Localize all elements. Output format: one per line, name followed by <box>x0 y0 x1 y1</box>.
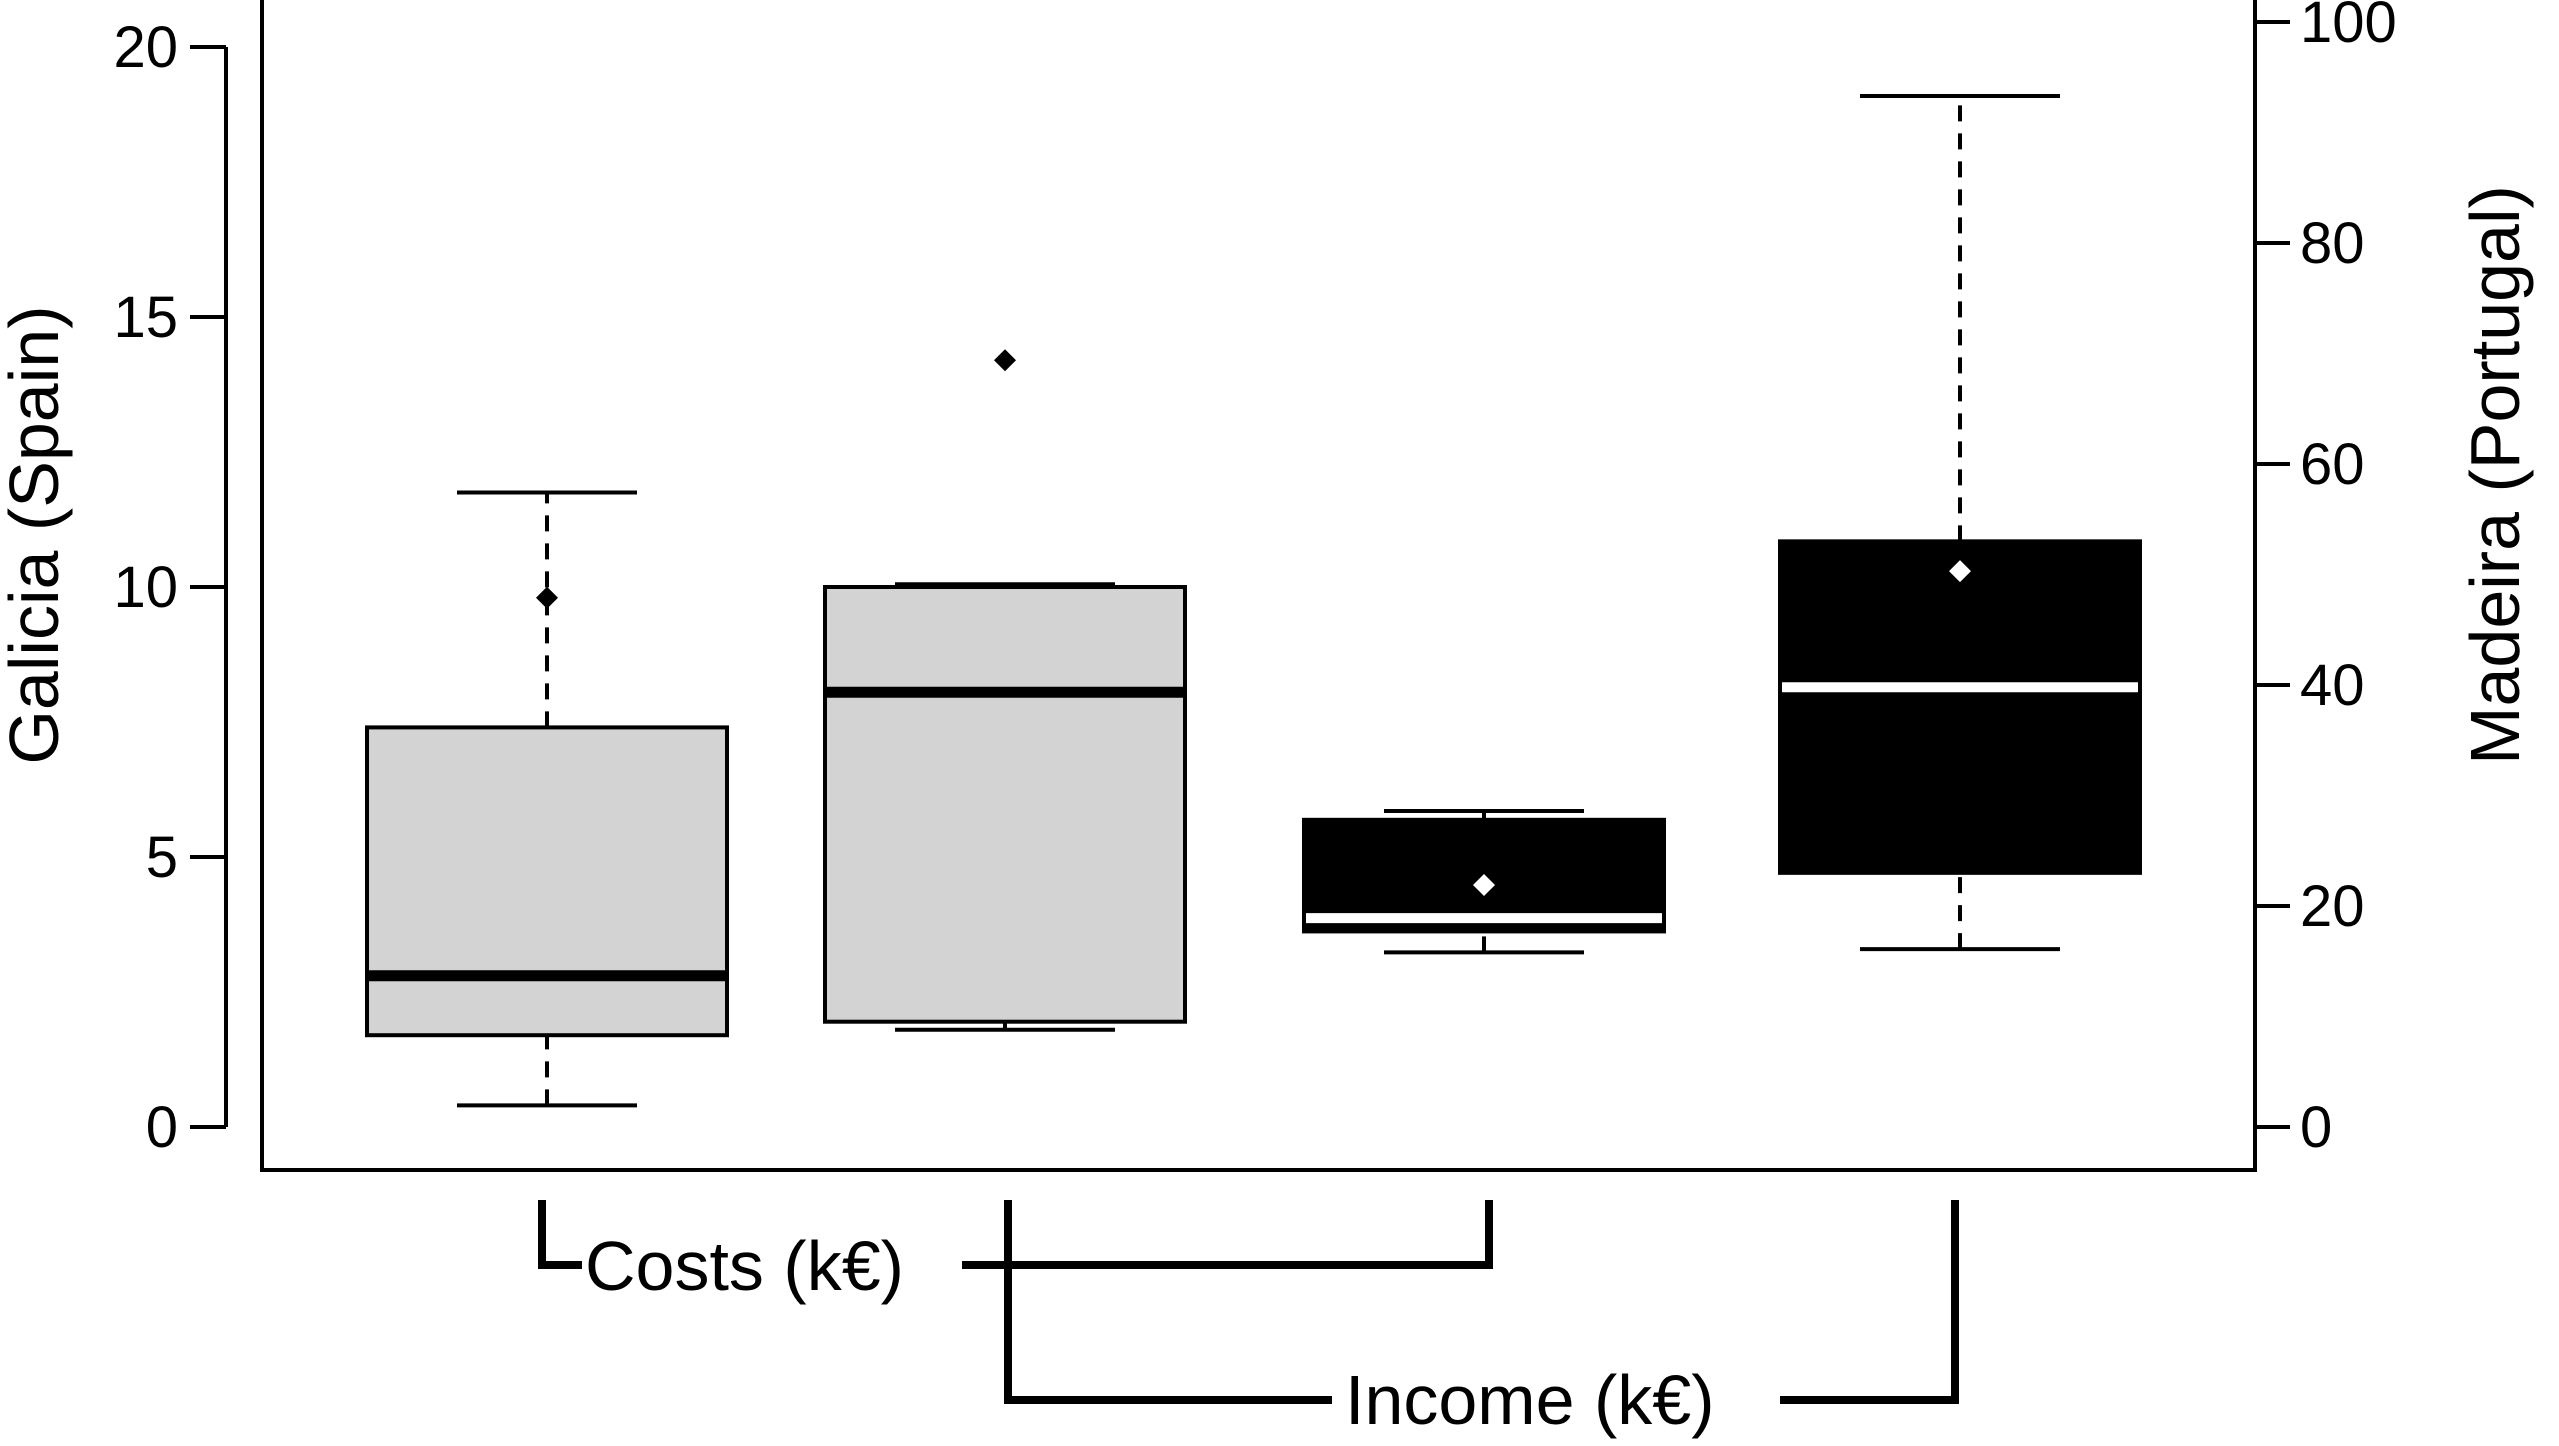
box-body <box>365 725 729 1038</box>
group-brackets <box>538 1200 1959 1404</box>
mean-marker <box>994 349 1016 372</box>
box-group <box>365 94 2142 1108</box>
mean-marker <box>536 586 558 609</box>
right-tick-label: 80 <box>2300 211 2365 276</box>
left-tick-label: 10 <box>113 555 178 620</box>
box-body <box>823 585 1187 1024</box>
right-tick-label: 20 <box>2300 874 2365 939</box>
box-1 <box>365 490 729 1108</box>
box-3 <box>1302 808 1666 955</box>
costs-bracket-left <box>538 1200 582 1269</box>
costs-group-label: Costs (k€) <box>585 1227 904 1305</box>
right-axis-title: Madeira (Portugal) <box>2456 185 2534 765</box>
left-tick-label: 5 <box>146 825 178 890</box>
left-axis-title: Galicia (Spain) <box>0 305 73 764</box>
left-tick-label: 15 <box>113 285 178 350</box>
right-axis-ticks: 0 20 40 60 80 100 <box>2255 0 2397 1160</box>
box-2 <box>823 349 1187 1032</box>
income-bracket-left <box>1004 1200 1332 1404</box>
mean-marker <box>1949 560 1971 583</box>
left-axis-ticks: 0 5 10 15 20 <box>113 15 226 1160</box>
left-tick-label: 0 <box>146 1095 178 1160</box>
right-tick-label: 40 <box>2300 653 2365 718</box>
box-body <box>1778 539 2142 875</box>
mean-marker <box>1473 874 1495 897</box>
box-4 <box>1778 94 2142 952</box>
costs-bracket-right <box>962 1200 1493 1269</box>
income-bracket-right <box>1780 1200 1959 1404</box>
right-tick-label: 0 <box>2300 1095 2332 1160</box>
right-tick-label: 60 <box>2300 432 2365 497</box>
right-tick-label: 100 <box>2300 0 2397 55</box>
income-group-label: Income (k€) <box>1345 1361 1715 1439</box>
left-tick-label: 20 <box>113 15 178 80</box>
